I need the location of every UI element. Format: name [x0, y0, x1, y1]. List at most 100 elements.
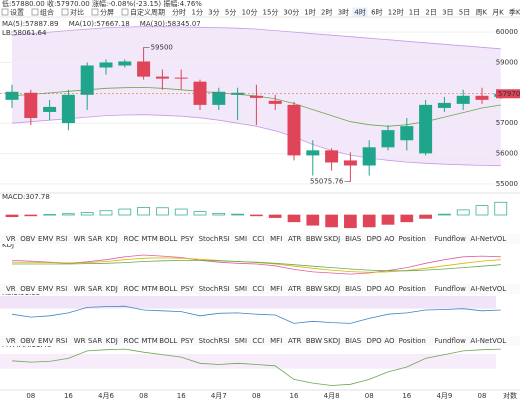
indicator-tab[interactable]: MTM — [141, 337, 157, 345]
button-icon[interactable] — [61, 8, 69, 16]
button-icon[interactable] — [121, 8, 129, 16]
indicator-tab[interactable]: Position — [399, 235, 426, 243]
indicator-tab[interactable]: PSY — [181, 337, 195, 345]
indicator-tab[interactable]: SAR — [88, 337, 102, 345]
indicator-tab[interactable]: RSI — [56, 337, 67, 345]
toolbar-button[interactable]: 分屏 — [100, 8, 114, 17]
indicator-tab[interactable]: BIAS — [345, 337, 362, 345]
indicator-tab[interactable]: OBV — [20, 235, 35, 243]
indicator-tab[interactable]: AI-NetVOL — [470, 285, 506, 293]
indicator-tab[interactable]: CCI — [252, 235, 264, 243]
period-tab[interactable]: 2时 — [321, 8, 332, 17]
indicator-tab[interactable]: AO — [384, 235, 395, 243]
indicator-tab[interactable]: SAR — [88, 285, 102, 293]
indicator-tab[interactable]: SMI — [234, 235, 247, 243]
indicator-tab[interactable]: EMV — [38, 285, 53, 293]
indicator-tab[interactable]: ROC — [124, 235, 139, 243]
button-icon[interactable] — [31, 8, 39, 16]
indicator-tab[interactable]: Fundflow — [435, 235, 467, 243]
period-tab[interactable]: 季K — [509, 8, 520, 17]
period-tab[interactable]: 15分 — [263, 8, 279, 17]
indicator-tab[interactable]: DPO — [367, 235, 383, 243]
indicator-tab[interactable]: StochRSI — [199, 235, 230, 243]
indicator-tab[interactable]: BOLL — [159, 235, 177, 243]
indicator-tab[interactable]: RSI — [56, 285, 67, 293]
indicator-tab[interactable]: KDJ — [106, 337, 118, 345]
indicator-tab[interactable]: CCI — [252, 285, 264, 293]
period-tab[interactable]: 30分 — [283, 8, 299, 17]
indicator-tab[interactable]: ATR — [288, 285, 302, 293]
indicator-tab[interactable]: Position — [399, 285, 426, 293]
period-tab[interactable]: 5日 — [459, 9, 470, 17]
indicator-tab[interactable]: CCI — [252, 337, 264, 345]
indicator-tab[interactable]: EMV — [38, 235, 53, 243]
indicator-tab[interactable]: BBW — [306, 285, 322, 293]
indicator-tab[interactable]: SAR — [88, 235, 102, 243]
indicator-tab[interactable]: StochRSI — [199, 337, 230, 345]
indicator-tab[interactable]: MTM — [141, 235, 157, 243]
indicator-tab[interactable]: MTM — [141, 285, 157, 293]
indicator-tab[interactable]: OBV — [20, 337, 35, 345]
period-tab[interactable]: 1日 — [409, 9, 420, 17]
indicator-tab[interactable]: AO — [384, 337, 395, 345]
period-tab[interactable]: 12时 — [388, 8, 404, 17]
indicator-tab[interactable]: MFI — [270, 235, 282, 243]
indicator-tab[interactable]: DPO — [367, 337, 383, 345]
period-tab[interactable]: 4时 — [354, 8, 365, 17]
indicator-tab[interactable]: ATR — [288, 337, 302, 345]
indicator-tab[interactable]: MFI — [270, 337, 282, 345]
indicator-tab[interactable]: SMI — [234, 285, 247, 293]
indicator-tab[interactable]: DPO — [367, 285, 383, 293]
indicator-tab[interactable]: OBV — [20, 285, 35, 293]
indicator-tab[interactable]: Fundflow — [435, 337, 467, 345]
period-tab[interactable]: 月K — [492, 9, 504, 17]
indicator-tab[interactable]: BOLL — [159, 337, 177, 345]
indicator-tab[interactable]: BIAS — [345, 285, 362, 293]
indicator-tab[interactable]: WR — [74, 337, 86, 345]
toolbar-button[interactable]: 设置 — [10, 8, 24, 17]
indicator-tab[interactable]: Fundflow — [435, 285, 467, 293]
toolbar-button[interactable]: 自定义周期 — [130, 8, 165, 17]
indicator-tab[interactable]: VR — [6, 285, 16, 293]
indicator-tab[interactable]: AI-NetVOL — [470, 337, 506, 345]
indicator-tab[interactable]: SKDJ — [324, 337, 341, 345]
indicator-tab[interactable]: WR — [74, 235, 86, 243]
toolbar-button[interactable]: 组合 — [40, 8, 54, 17]
indicator-tab[interactable]: VR — [6, 235, 16, 243]
indicator-tab[interactable]: Position — [399, 337, 426, 345]
indicator-tab[interactable]: BBW — [306, 337, 322, 345]
period-tab[interactable]: 周K — [476, 9, 488, 17]
indicator-tab[interactable]: PSY — [181, 235, 195, 243]
indicator-tab[interactable]: ROC — [124, 337, 139, 345]
indicator-tab[interactable]: AI-NetVOL — [470, 235, 506, 243]
period-tab[interactable]: 3分 — [208, 8, 219, 17]
button-icon[interactable] — [91, 8, 99, 16]
log-toggle[interactable]: 对数 — [503, 391, 517, 400]
indicator-tab[interactable]: VR — [6, 337, 16, 345]
indicator-tab[interactable]: KDJ — [106, 285, 118, 293]
period-tab[interactable]: 5分 — [225, 8, 236, 17]
indicator-tab[interactable]: MFI — [270, 285, 282, 293]
period-tab[interactable]: 1分 — [192, 8, 203, 17]
button-icon[interactable] — [1, 8, 9, 16]
indicator-tab[interactable]: ATR — [288, 235, 302, 243]
indicator-tab[interactable]: BBW — [306, 235, 322, 243]
indicator-tab[interactable]: PSY — [181, 285, 195, 293]
toolbar-button[interactable]: 对比 — [70, 8, 84, 17]
indicator-tab[interactable]: KDJ — [106, 235, 118, 243]
indicator-tab[interactable]: BIAS — [345, 235, 362, 243]
indicator-tab[interactable]: StochRSI — [199, 285, 230, 293]
indicator-tab[interactable]: AO — [384, 285, 395, 293]
indicator-tab[interactable]: BOLL — [159, 285, 177, 293]
period-tab[interactable]: 1时 — [304, 8, 315, 17]
indicator-tab[interactable]: ROC — [124, 285, 139, 293]
indicator-tab[interactable]: SKDJ — [324, 235, 341, 243]
period-tab[interactable]: 10分 — [242, 8, 258, 17]
period-tab[interactable]: 3时 — [338, 8, 349, 17]
period-tab[interactable]: 2日 — [425, 9, 436, 17]
period-tab[interactable]: 3日 — [442, 9, 453, 17]
indicator-tab[interactable]: EMV — [38, 337, 53, 345]
indicator-tab[interactable]: RSI — [56, 235, 67, 243]
period-tab[interactable]: 6时 — [371, 8, 382, 17]
indicator-tab[interactable]: SKDJ — [324, 285, 341, 293]
